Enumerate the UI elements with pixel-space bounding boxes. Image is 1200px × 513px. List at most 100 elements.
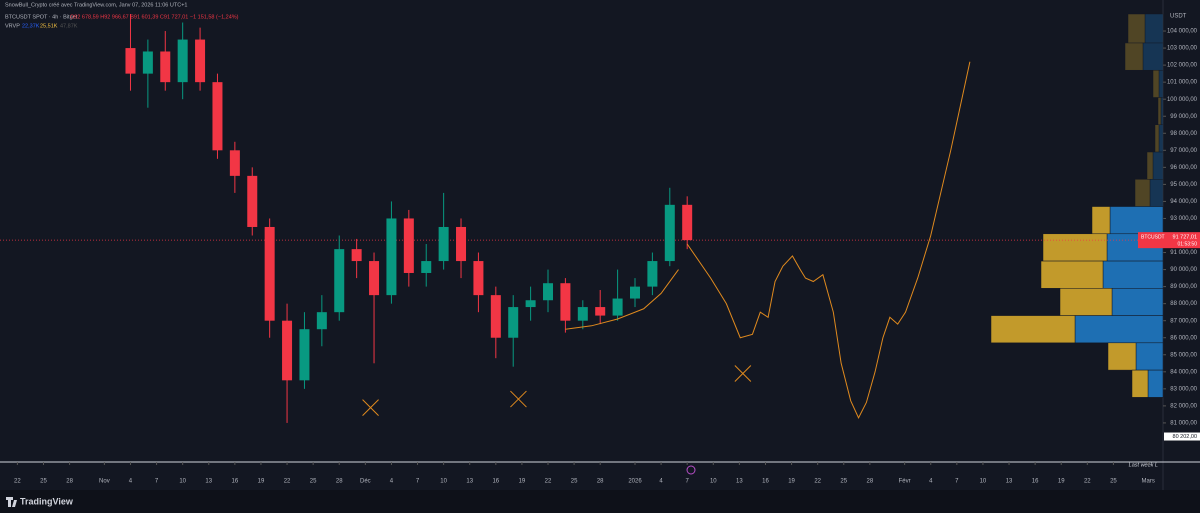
candle-body <box>664 204 675 262</box>
author-line: SnowBull_Crypto créé avec TradingView.co… <box>5 2 187 8</box>
vp-down <box>1127 13 1146 44</box>
y-tick-label: 91 000,00 <box>1170 250 1197 256</box>
x-tick-label: Mars <box>1142 479 1155 485</box>
vol-down: 25,51K <box>40 23 58 29</box>
vp-down <box>1042 233 1108 262</box>
y-tick-label: 98 000,00 <box>1170 131 1197 137</box>
vp-down <box>1146 151 1154 180</box>
x-tick-label: 19 <box>788 479 795 485</box>
x-tick-label: 13 <box>1006 479 1013 485</box>
x-tick-label: 16 <box>762 479 769 485</box>
candle-body <box>577 307 588 321</box>
x-tick-label: 25 <box>840 479 847 485</box>
last-price-label: 91 727,01 <box>1173 235 1197 241</box>
candle-body <box>351 249 362 262</box>
vp-up <box>1135 342 1164 371</box>
x-tick-label: 22 <box>14 479 21 485</box>
event-marker <box>686 465 696 475</box>
y-tick-label: 85 000,00 <box>1170 352 1197 358</box>
x-tick-label: 13 <box>205 479 212 485</box>
x-tick-label: 25 <box>310 479 317 485</box>
x-tick-label: 25 <box>571 479 578 485</box>
vp-up <box>1149 179 1164 207</box>
x-tick-label: 10 <box>440 479 447 485</box>
candle-body <box>612 298 623 316</box>
vol-total: 47,87K <box>60 23 78 29</box>
y-tick-label: 87 000,00 <box>1170 318 1197 324</box>
brand: TradingView <box>20 496 74 506</box>
vp-down <box>1131 369 1149 398</box>
candle-body <box>595 307 606 316</box>
candle-body <box>682 204 693 241</box>
candle-body <box>160 51 171 83</box>
x-tick-label: 22 <box>284 479 291 485</box>
x-tick-label: 19 <box>1058 479 1065 485</box>
y-tick-label: 103 000,00 <box>1167 46 1198 52</box>
cross <box>362 399 379 416</box>
vp-up <box>1147 369 1164 398</box>
x-tick-label: 28 <box>66 479 73 485</box>
vp-down <box>1152 69 1160 98</box>
candle-body <box>282 320 293 381</box>
candle-body <box>386 218 397 296</box>
y-tick-label: 82 000,00 <box>1170 403 1197 409</box>
vp-up <box>1109 206 1164 235</box>
vp-down <box>990 315 1076 344</box>
y-tick-label: 88 000,00 <box>1170 301 1197 307</box>
vp-up <box>1142 42 1164 71</box>
currency: USDT <box>1170 14 1187 20</box>
candle-body <box>473 261 484 296</box>
x-tick-label: 16 <box>232 479 239 485</box>
last-price-symbol: BTCUSDT <box>1141 234 1165 240</box>
vp-down <box>1107 342 1137 371</box>
vp-up <box>1160 97 1164 126</box>
vp-down <box>1134 179 1151 207</box>
indicator: VRVP <box>5 23 20 29</box>
vp-up <box>1158 69 1164 98</box>
x-tick-label: 22 <box>545 479 552 485</box>
x-tick-label: 7 <box>416 479 420 485</box>
candle-body <box>525 300 536 308</box>
vp-up <box>1158 124 1164 153</box>
candle-body <box>421 261 432 273</box>
x-tick-label: 25 <box>1110 479 1117 485</box>
x-tick-label: 16 <box>1032 479 1039 485</box>
y-tick-label: 95 000,00 <box>1170 182 1197 188</box>
x-tick-label: 4 <box>129 479 133 485</box>
x-tick-label: 13 <box>736 479 743 485</box>
x-tick-label: Févr <box>899 479 911 485</box>
y-tick-label: 84 000,00 <box>1170 369 1197 375</box>
x-tick-label: 2026 <box>628 479 642 485</box>
x-tick-label: 7 <box>955 479 959 485</box>
y-tick-label: 86 000,00 <box>1170 335 1197 341</box>
y-tick-label: 89 000,00 <box>1170 284 1197 290</box>
y-tick-label: 99 000,00 <box>1170 114 1197 120</box>
last-week-value: 80 202,00 <box>1173 434 1197 440</box>
x-tick-label: 28 <box>336 479 343 485</box>
brand-logo <box>6 497 17 507</box>
candle-body <box>142 51 153 74</box>
cross <box>734 365 752 382</box>
candle-body <box>212 82 223 151</box>
y-tick-label: 104 000,00 <box>1167 29 1198 35</box>
candle-body <box>229 150 240 176</box>
last-price-box <box>1138 232 1200 249</box>
x-tick-label: 19 <box>519 479 526 485</box>
candle-body <box>629 286 640 299</box>
x-tick-label: 28 <box>867 479 874 485</box>
vp-up <box>1074 315 1164 344</box>
x-tick-label: 19 <box>258 479 265 485</box>
vp-down <box>1154 124 1160 153</box>
y-tick-label: 101 000,00 <box>1167 80 1198 86</box>
y-tick-label: 93 000,00 <box>1170 216 1197 222</box>
x-tick-label: Déc <box>360 479 371 485</box>
arc-line <box>565 269 679 330</box>
candle-body <box>334 249 345 313</box>
x-tick-label: 7 <box>155 479 159 485</box>
candle-body <box>125 48 136 74</box>
candle-body <box>195 39 206 83</box>
y-tick-label: 96 000,00 <box>1170 165 1197 171</box>
y-tick-label: 100 000,00 <box>1167 97 1198 103</box>
vp-down <box>1059 288 1113 316</box>
